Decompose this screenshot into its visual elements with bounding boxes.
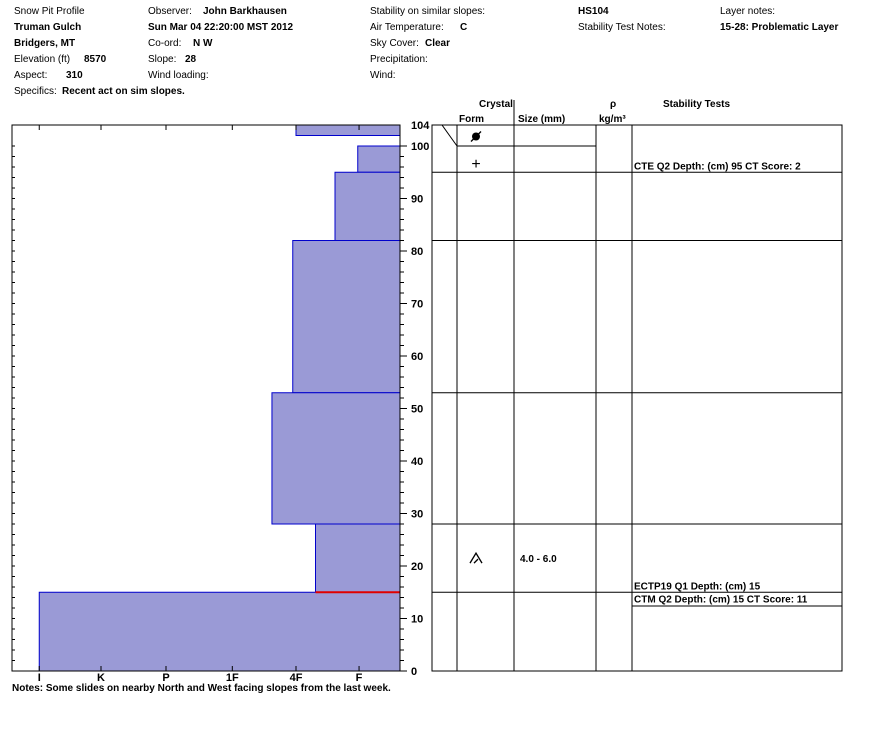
density-unit-header: kg/m³	[599, 114, 626, 125]
layer-notes-label: Layer notes:	[720, 6, 776, 17]
slope-label: Slope:	[148, 54, 177, 65]
sky-cover-label: Sky Cover:	[370, 38, 419, 49]
elevation-label: Elevation (ft)	[14, 54, 71, 65]
specifics-value: Recent act on sim slopes.	[62, 86, 185, 97]
specifics-label: Specifics:	[14, 86, 57, 97]
hardness-tick-label: 4F	[290, 672, 303, 684]
hardness-layer-bar	[295, 124, 401, 136]
hardness-layer-bar	[292, 240, 401, 394]
density-header: ρ	[610, 99, 617, 110]
stability-test-entry: CTM Q2 Depth: (cm) 15 CT Score: 11	[634, 594, 808, 605]
depth-tick-label: 80	[411, 246, 423, 258]
region-name: Bridgers, MT	[14, 38, 76, 49]
coord-value: N W	[193, 38, 213, 49]
depth-tick-label: 40	[411, 456, 423, 468]
hardness-tick-label: P	[162, 672, 169, 684]
depth-tick-label: 50	[411, 404, 423, 416]
layer-notes-value: 15-28: Problematic Layer	[720, 22, 839, 33]
stability-test-entry: CTE Q2 Depth: (cm) 95 CT Score: 2	[634, 161, 801, 172]
hardness-tick-label: F	[356, 672, 363, 684]
hardness-layer-bar	[334, 171, 401, 241]
aspect-label: Aspect:	[14, 70, 48, 81]
crystal-size-value: 4.0 - 6.0	[520, 554, 557, 565]
depth-tick-label: 0	[411, 666, 417, 678]
new-snow-icon: +	[471, 156, 480, 173]
stability-tests-header: Stability Tests	[663, 99, 731, 110]
crystal-table-frame	[431, 124, 843, 672]
air-temp-label: Air Temperature:	[370, 22, 444, 33]
depth-tick-label: 100	[411, 141, 429, 153]
observer-value: John Barkhausen	[203, 6, 287, 17]
hardness-tick-label: 1F	[226, 672, 239, 684]
footer-notes: Notes: Some slides on nearby North and W…	[12, 683, 391, 694]
layer-connector-line	[432, 124, 458, 147]
stability-test-notes-label: Stability Test Notes:	[578, 22, 666, 33]
depth-tick-label: 60	[411, 351, 423, 363]
hardness-tick-label: I	[38, 672, 41, 684]
hardness-layer-bar	[38, 591, 401, 672]
air-temp-value: C	[460, 22, 468, 33]
hs-value: HS104	[578, 6, 609, 17]
hardness-layer-bar	[357, 145, 401, 173]
aspect-value: 310	[66, 70, 83, 81]
graupel-stroke	[470, 131, 482, 142]
elevation-value: 8570	[84, 54, 107, 65]
hs-tick-label: 104	[411, 120, 430, 132]
observation-datetime: Sun Mar 04 22:20:00 MST 2012	[148, 22, 294, 33]
hardness-layer-bar	[271, 392, 401, 525]
stability-similar-label: Stability on similar slopes:	[370, 6, 486, 17]
hardness-tick-label: K	[97, 672, 105, 684]
depth-tick-label: 70	[411, 299, 423, 311]
observer-label: Observer:	[148, 6, 192, 17]
sky-cover-value: Clear	[425, 38, 451, 49]
depth-tick-label: 30	[411, 509, 423, 521]
coord-label: Co-ord:	[148, 38, 182, 49]
hardness-layer-bar	[315, 523, 401, 593]
depth-tick-label: 10	[411, 614, 423, 626]
precipitation-label: Precipitation:	[370, 54, 428, 65]
location-name: Truman Gulch	[14, 22, 82, 33]
depth-tick-label: 90	[411, 194, 423, 206]
depth-tick-label: 20	[411, 561, 423, 573]
crystal-header: Crystal	[479, 99, 513, 110]
wind-label: Wind:	[370, 70, 396, 81]
depth-hoar-icon	[469, 551, 483, 564]
size-header: Size (mm)	[518, 114, 566, 125]
stability-test-entry: ECTP19 Q1 Depth: (cm) 15	[634, 581, 761, 592]
slope-value: 28	[185, 54, 197, 65]
wind-loading-label: Wind loading:	[148, 70, 209, 81]
profile-title: Snow Pit Profile	[14, 6, 85, 17]
form-header: Form	[459, 114, 484, 125]
